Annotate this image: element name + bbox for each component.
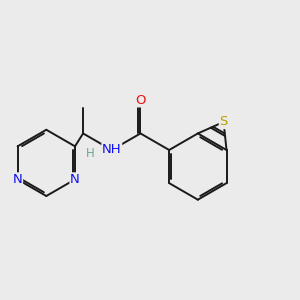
Text: O: O xyxy=(135,94,146,107)
Text: N: N xyxy=(70,173,80,186)
Text: NH: NH xyxy=(102,143,122,157)
Text: N: N xyxy=(13,173,22,186)
Text: S: S xyxy=(219,116,228,128)
Text: H: H xyxy=(86,147,95,160)
